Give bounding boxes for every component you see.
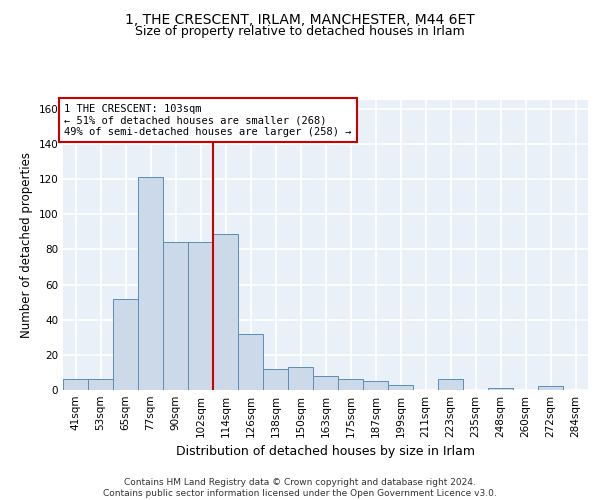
Bar: [63, 380, 88, 390]
Y-axis label: Number of detached properties: Number of detached properties: [20, 152, 33, 338]
Bar: [88, 380, 113, 390]
Bar: [263, 369, 288, 390]
Bar: [213, 234, 238, 390]
Bar: [188, 242, 213, 390]
Bar: [113, 298, 138, 390]
Bar: [313, 376, 338, 390]
Bar: [163, 242, 188, 390]
Text: 1 THE CRESCENT: 103sqm
← 51% of detached houses are smaller (268)
49% of semi-de: 1 THE CRESCENT: 103sqm ← 51% of detached…: [64, 104, 352, 136]
Text: Contains HM Land Registry data © Crown copyright and database right 2024.
Contai: Contains HM Land Registry data © Crown c…: [103, 478, 497, 498]
Text: Size of property relative to detached houses in Irlam: Size of property relative to detached ho…: [135, 25, 465, 38]
Bar: [488, 388, 513, 390]
Bar: [388, 384, 413, 390]
Bar: [138, 178, 163, 390]
Bar: [538, 386, 563, 390]
Bar: [438, 380, 463, 390]
Bar: [363, 381, 388, 390]
Text: 1, THE CRESCENT, IRLAM, MANCHESTER, M44 6ET: 1, THE CRESCENT, IRLAM, MANCHESTER, M44 …: [125, 12, 475, 26]
Bar: [288, 367, 313, 390]
Bar: [338, 380, 363, 390]
X-axis label: Distribution of detached houses by size in Irlam: Distribution of detached houses by size …: [176, 446, 475, 458]
Bar: [238, 334, 263, 390]
